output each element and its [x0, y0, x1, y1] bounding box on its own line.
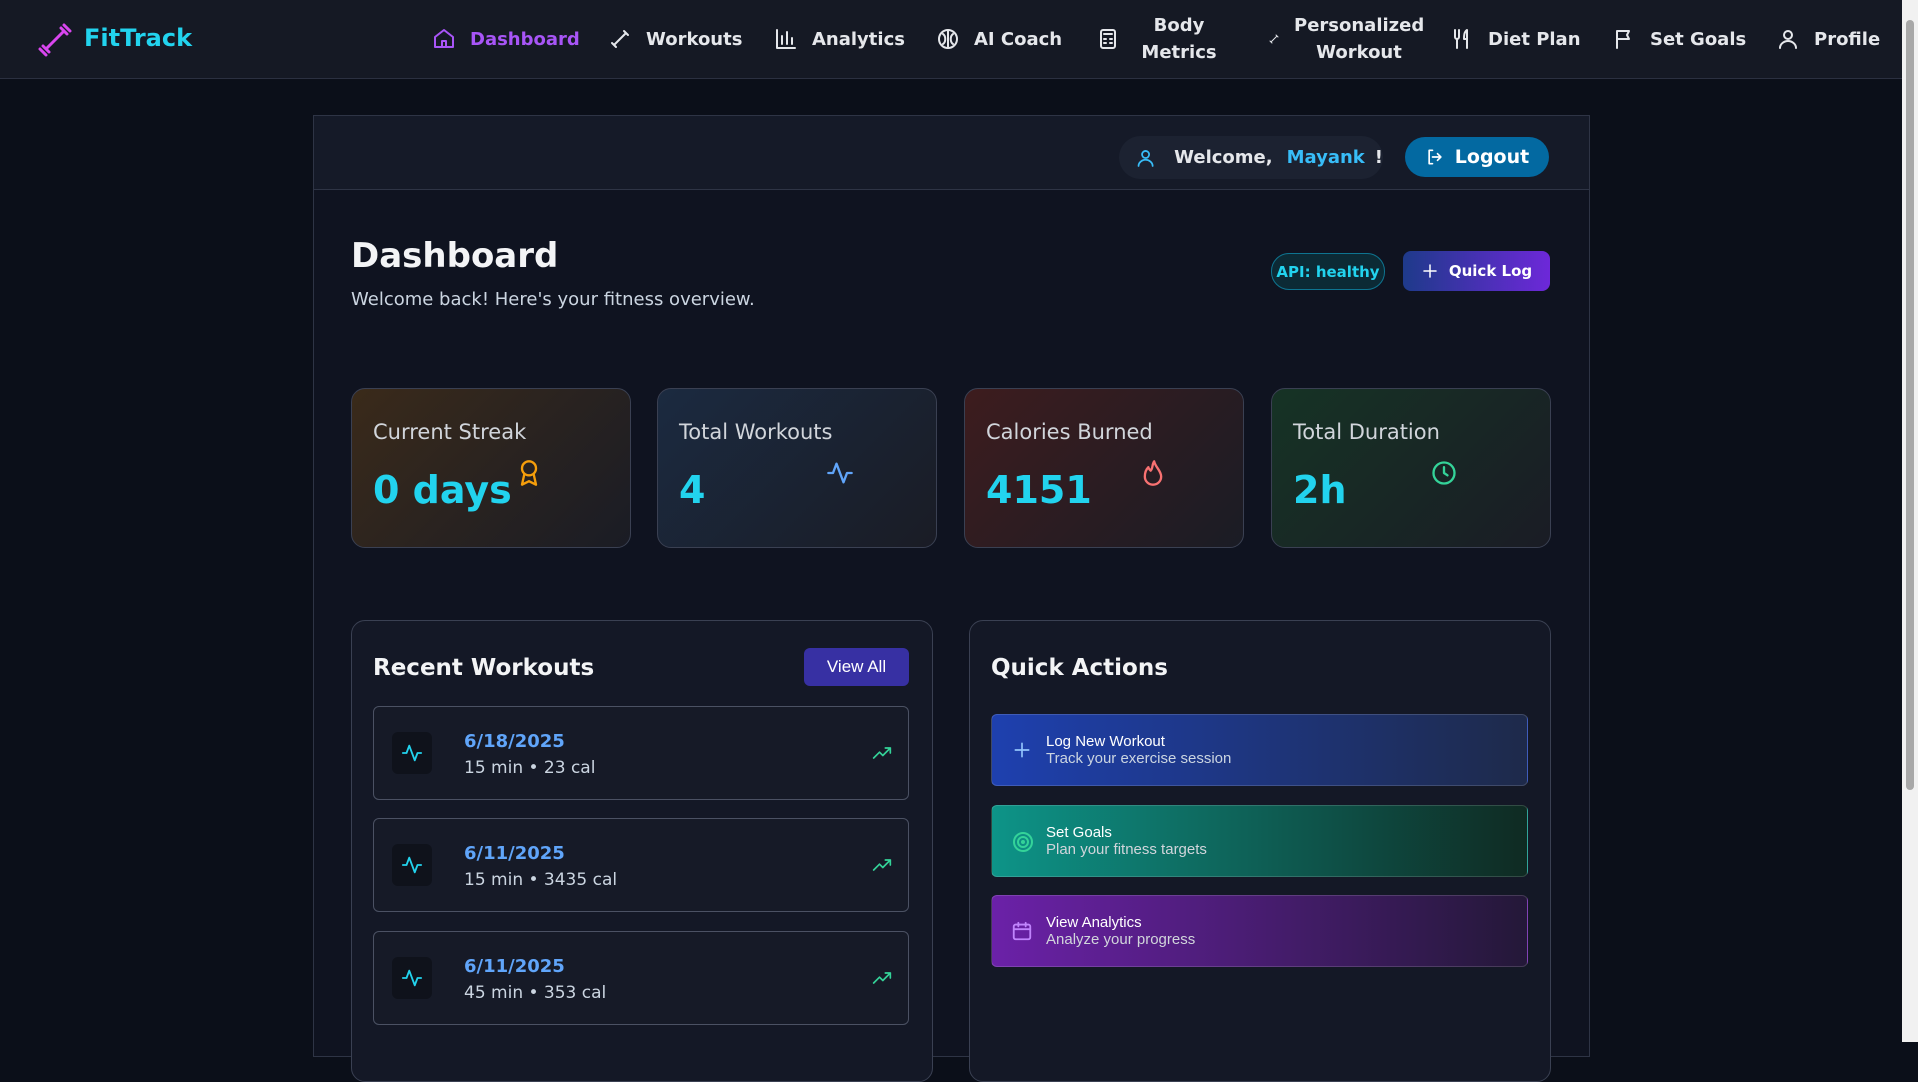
welcome-text: Welcome,: [1174, 147, 1273, 168]
quick-action[interactable]: Set Goals Plan your fitness targets: [991, 805, 1528, 877]
workout-item[interactable]: 6/11/2025 15 min • 3435 cal: [373, 818, 909, 912]
stat-label: Total Workouts: [679, 420, 833, 444]
nav-link[interactable]: Workouts: [608, 0, 742, 78]
nav-label: Personalized Workout: [1294, 15, 1425, 63]
stat-label: Calories Burned: [986, 420, 1153, 444]
workout-detail: 15 min • 3435 cal: [464, 870, 618, 890]
nav-link[interactable]: AI Coach: [936, 0, 1062, 78]
trend-icon: [872, 972, 892, 984]
welcome-exclaim: !: [1374, 147, 1383, 168]
nav-label: Analytics: [812, 28, 905, 50]
trend-icon: [872, 859, 892, 871]
trend-icon: [872, 747, 892, 759]
nav-link[interactable]: Dashboard: [432, 0, 580, 78]
header-bar: [313, 115, 1590, 190]
nav-label: Workouts: [646, 28, 743, 50]
nav-link[interactable]: Analytics: [774, 0, 905, 78]
stat-card: Total Duration 2h: [1271, 388, 1551, 548]
scroll-thumb[interactable]: [1906, 20, 1914, 790]
nav-bar: FitTrack Dashboard Workouts Analytics AI…: [0, 0, 1902, 79]
brand[interactable]: FitTrack: [84, 24, 193, 52]
action-title: View Analytics: [1046, 914, 1142, 931]
workout-date: 6/11/2025: [464, 956, 565, 977]
nav-link[interactable]: Diet Plan: [1450, 0, 1581, 78]
nav-link[interactable]: Set Goals: [1612, 0, 1746, 78]
stat-label: Current Streak: [373, 420, 527, 444]
panel-title: Quick Actions: [991, 655, 1168, 681]
quick-log-button[interactable]: Quick Log: [1403, 251, 1550, 291]
action-title: Set Goals: [1046, 824, 1112, 841]
quick-log-label: Quick Log: [1448, 262, 1533, 280]
nav-label: Dashboard: [470, 28, 580, 50]
page-title: Dashboard: [351, 236, 559, 276]
workout-date: 6/11/2025: [464, 843, 565, 864]
action-title: Log New Workout: [1046, 733, 1165, 750]
nav-label: AI Coach: [974, 28, 1063, 50]
quick-action[interactable]: Log New Workout Track your exercise sessi…: [991, 714, 1528, 786]
user-icon: [1137, 149, 1154, 167]
stat-card: Current Streak 0 days: [351, 388, 631, 548]
stat-card: Calories Burned 4151: [964, 388, 1244, 548]
nav-label: Diet Plan: [1488, 28, 1581, 50]
nav-link[interactable]: Body Metrics: [1096, 0, 1224, 78]
page-subtitle: Welcome back! Here's your fitness overvi…: [351, 289, 755, 310]
view-all-button[interactable]: View All: [804, 648, 909, 686]
logout-label: Logout: [1454, 146, 1530, 168]
stat-value: 2h: [1293, 468, 1347, 512]
action-subtitle: Analyze your progress: [1046, 931, 1196, 948]
workout-icon-box: [392, 732, 432, 774]
panel-title: Recent Workouts: [373, 655, 595, 681]
workout-icon-box: [392, 844, 432, 886]
workout-icon-box: [392, 957, 432, 999]
quick-action[interactable]: View Analytics Analyze your progress: [991, 895, 1528, 967]
logout-button[interactable]: Logout: [1405, 137, 1549, 177]
user-name: Mayank: [1286, 147, 1365, 168]
stat-card: Total Workouts 4: [657, 388, 937, 548]
welcome-pill: Welcome, Mayank !: [1119, 136, 1383, 179]
action-subtitle: Plan your fitness targets: [1046, 841, 1207, 858]
nav-label: Set Goals: [1650, 28, 1747, 50]
nav-link[interactable]: Profile: [1776, 0, 1880, 78]
action-subtitle: Track your exercise session: [1046, 750, 1232, 767]
nav-label: Body Metrics: [1141, 15, 1217, 63]
stat-label: Total Duration: [1293, 420, 1440, 444]
brand-icon: [38, 23, 72, 57]
workout-item[interactable]: 6/18/2025 15 min • 23 cal: [373, 706, 909, 800]
workout-item[interactable]: 6/11/2025 45 min • 353 cal: [373, 931, 909, 1025]
api-status: API: healthy: [1271, 253, 1385, 290]
nav-link[interactable]: Personalized Workout: [1268, 0, 1424, 78]
workout-detail: 45 min • 353 cal: [464, 983, 607, 1003]
nav-label: Profile: [1814, 28, 1881, 50]
stat-value: 4: [679, 468, 706, 512]
workout-detail: 15 min • 23 cal: [464, 758, 596, 778]
stat-value: 4151: [986, 468, 1092, 512]
workout-date: 6/18/2025: [464, 731, 565, 752]
stat-value: 0 days: [373, 468, 512, 512]
